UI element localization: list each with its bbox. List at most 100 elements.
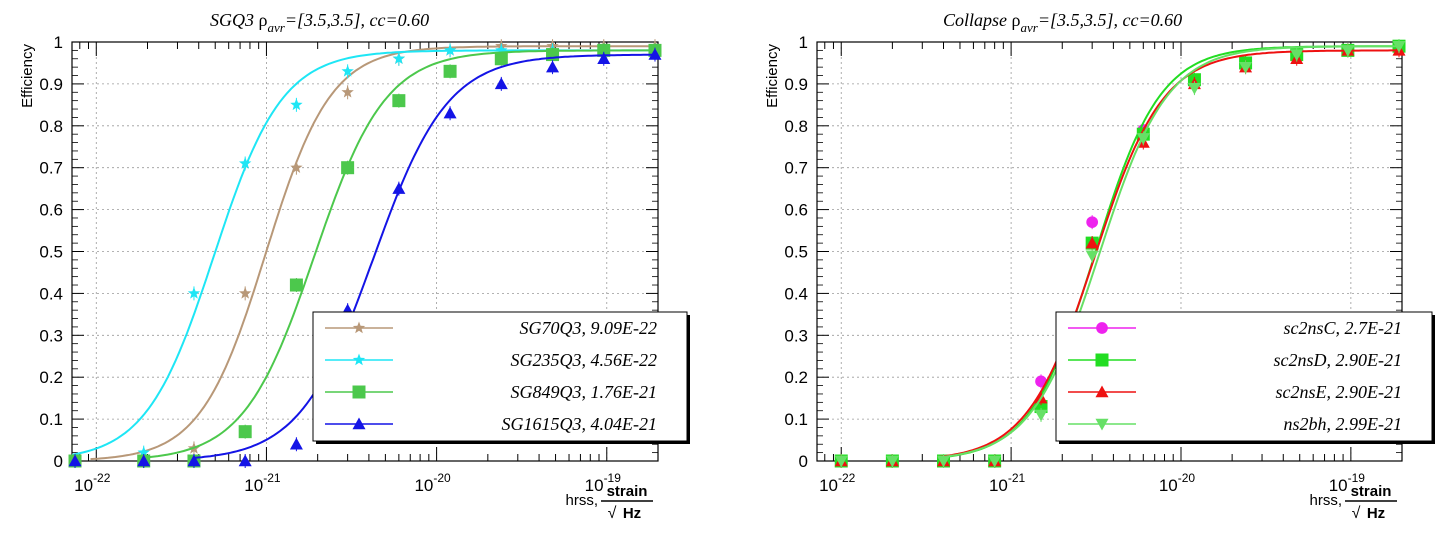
x-tick-label: 10-21 (989, 471, 1026, 495)
y-tick-label: 0.8 (784, 117, 808, 136)
x-tick-label: 10-20 (414, 471, 451, 495)
x-axis-unit-root: √ (608, 505, 617, 522)
data-point (937, 455, 951, 468)
legend-label: SG235Q3, 4.56E-22 (511, 350, 658, 370)
y-tick-label: 0.6 (784, 201, 808, 220)
data-point (238, 454, 252, 467)
data-point (988, 455, 1002, 468)
data-point (289, 437, 303, 450)
y-axis-label: Efficiency (764, 44, 781, 108)
y-axis-label: Efficiency (19, 44, 36, 108)
y-tick-label: 0.3 (39, 326, 63, 345)
chart-panel-2: 0 0.1 0.2 0.3 0.4 0.5 0.6 0.7 0.8 0.9 1 10-22 10-21 1… (764, 10, 1435, 522)
legend-marker (1095, 385, 1109, 398)
x-tick-label: 10-19 (585, 471, 622, 495)
y-tick-label: 0.7 (39, 159, 63, 178)
data-point (239, 286, 252, 299)
y-tick-label: 0.1 (784, 410, 808, 429)
data-point (546, 60, 560, 73)
legend-marker (1095, 353, 1109, 367)
data-point (238, 425, 252, 439)
legend-label: SG849Q3, 1.76E-21 (511, 382, 658, 402)
x-tick-label: 10-21 (244, 471, 281, 495)
y-tick-label: 0.5 (784, 243, 808, 262)
data-point (443, 43, 457, 56)
y-tick-label: 0 (54, 452, 63, 471)
y-tick-label: 0.2 (39, 368, 63, 387)
legend-label: sc2nsE, 2.90E-21 (1276, 382, 1402, 402)
legend-label: sc2nsD, 2.90E-21 (1274, 350, 1403, 370)
x-axis-unit-root: √ (1352, 505, 1361, 522)
data-point (1187, 82, 1201, 95)
data-point (392, 94, 406, 108)
data-point (341, 64, 354, 77)
legend-marker (352, 353, 366, 366)
chart-title: SGQ3 ρavr=[3.5,3.5], cc=0.60 (210, 10, 429, 35)
y-tick-label: 0.6 (39, 201, 63, 220)
x-axis-unit-num: strain (1351, 483, 1392, 500)
y-tick-label: 0.5 (39, 243, 63, 262)
data-point (443, 106, 457, 119)
fit-curve (937, 45, 1402, 459)
series-4 (68, 47, 662, 468)
legend-label: ns2bh, 2.99E-21 (1284, 414, 1403, 434)
data-point (494, 52, 508, 66)
data-point (68, 454, 82, 467)
x-axis-unit-num: strain (607, 483, 648, 500)
legend-box (312, 311, 688, 442)
data-point (597, 43, 611, 57)
series-3 (68, 43, 662, 468)
data-point (341, 85, 354, 98)
legend-box (1055, 311, 1433, 442)
data-point (1392, 40, 1406, 53)
y-tick-label: 1 (799, 33, 808, 52)
x-tick-label: 10-19 (1329, 471, 1366, 495)
y-tick-label: 0.9 (39, 75, 63, 94)
data-point (834, 455, 848, 468)
fit-curve (141, 49, 658, 459)
y-tick-label: 0 (799, 452, 808, 471)
series-4 (834, 39, 1406, 468)
data-point (1341, 45, 1355, 57)
legend-marker (352, 321, 366, 334)
y-tick-label: 0.4 (784, 284, 808, 303)
data-point (392, 182, 406, 194)
data-point (289, 278, 303, 292)
data-point (495, 43, 508, 56)
x-tick-label: 10-22 (819, 471, 856, 495)
data-point (392, 52, 406, 65)
data-point (239, 157, 252, 169)
chart-panel-1: 0 0.1 0.2 0.3 0.4 0.5 0.6 0.7 0.8 0.9 1 10-22 10-21 1… (19, 10, 690, 522)
y-tick-label: 0.4 (39, 284, 63, 303)
data-point (137, 454, 151, 467)
data-point (1136, 133, 1150, 145)
y-tick-label: 0.9 (784, 75, 808, 94)
x-axis-label: hrss, (565, 492, 598, 509)
x-axis-label: hrss, (1309, 492, 1342, 509)
x-axis-unit-den: Hz (623, 505, 641, 522)
data-point (885, 455, 899, 468)
x-tick-label: 10-22 (74, 471, 111, 495)
y-tick-label: 0.8 (39, 117, 63, 136)
y-tick-label: 0.2 (784, 368, 808, 387)
legend-label: sc2nsC, 2.7E-21 (1284, 318, 1403, 338)
data-point (1085, 236, 1099, 249)
fit-curve (90, 45, 658, 461)
data-point (1085, 250, 1099, 263)
fit-curve (192, 53, 658, 459)
data-point (290, 161, 303, 173)
data-point (597, 52, 611, 64)
data-point (1239, 61, 1253, 74)
legend-marker (352, 385, 366, 399)
data-point (1086, 216, 1099, 229)
legend-label: SG70Q3, 9.09E-22 (520, 318, 658, 338)
legend-label: SG1615Q3, 4.04E-21 (502, 414, 658, 434)
data-point (648, 48, 662, 60)
y-tick-label: 0.1 (39, 410, 63, 429)
legend-marker (1096, 322, 1108, 334)
data-point (1034, 409, 1048, 422)
legend-marker (1095, 418, 1109, 431)
data-point (187, 286, 201, 299)
chart-title: Collapse ρavr=[3.5,3.5], cc=0.60 (943, 10, 1182, 35)
